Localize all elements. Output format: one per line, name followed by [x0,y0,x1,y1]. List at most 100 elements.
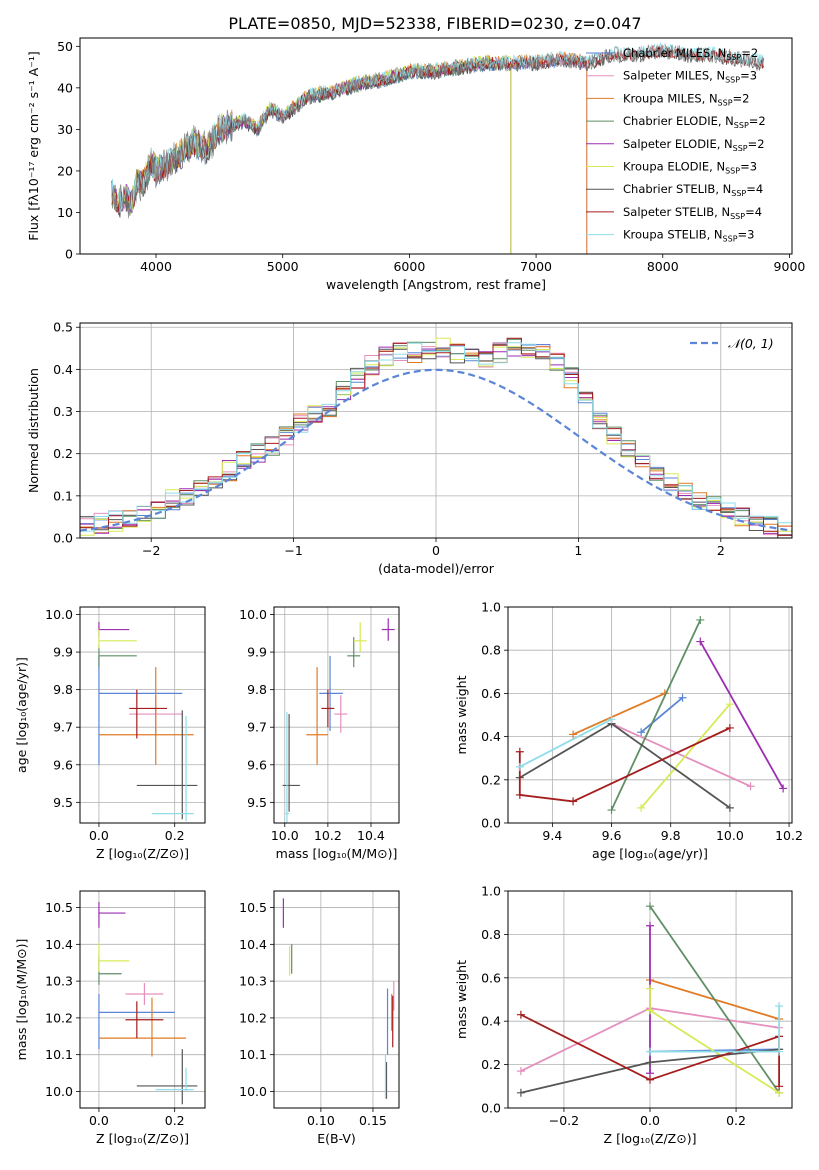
panel-residuals: −2 −1 0 1 2 0.0 0.1 0.2 0.3 0.4 0.5 (data-model)/er… [26,320,793,576]
legend-entry: Chabrier MILES, NSSP=2 [623,46,758,62]
error-point [381,618,395,641]
x-tick-label: 10.0 [716,828,744,843]
y-tick-label: 9.9 [53,645,73,660]
weight-marker [696,637,705,646]
x-tick-label: 9.4 [542,828,562,843]
y-tick-label: 0.6 [481,970,501,985]
error-point [347,637,361,668]
y-tick-label: 40 [57,80,73,95]
y-tick-label: 0.4 [481,1014,501,1029]
y-tick-label: 10.3 [45,974,73,989]
x-tick-label: 4000 [140,259,172,274]
histogram-step [80,342,792,532]
y-tick-label: 50 [57,39,73,54]
error-point [282,714,300,812]
weight-marker [678,693,687,702]
y-tick-label: 20 [57,163,73,178]
y-tick-label: 10.4 [45,937,73,952]
y-tick-label: 1.0 [481,600,501,615]
weight-marker [569,730,578,739]
y-tick-label: 0.6 [481,686,501,701]
x-tick-label: 0.0 [89,828,109,843]
axes-frame [79,606,206,824]
plot-area-mass-vs-Z [80,891,205,1108]
axes-frame [79,890,206,1109]
x-tick-label: 6000 [393,259,425,274]
weight-marker [515,790,524,799]
legend-entry: Kroupa STELIB, NSSP=3 [623,228,754,244]
x-axis-label: mass [log₁₀(M/M⊙)] [276,846,398,861]
y-tick-label: 0.3 [53,404,73,419]
error-point [98,902,126,928]
error-point [321,689,335,728]
y-tick-label: 10.2 [45,1010,73,1025]
weight-marker [607,806,616,815]
weight-marker [569,797,578,806]
y-tick-label: 9.5 [53,795,73,810]
x-axis-label: wavelength [Angstrom, rest frame] [326,277,546,292]
plots: 4000 5000 6000 7000 8000 900001020304050wavel… [14,37,805,1146]
y-tick-label: 0.8 [481,643,501,658]
y-tick-label: 9.5 [247,795,267,810]
weight-marker [775,1082,784,1091]
weight-line [640,697,684,733]
axes-frame [79,322,793,539]
axes-frame [273,606,400,824]
weight-marker [696,615,705,624]
weight-marker [516,1088,525,1097]
y-axis-label: age [log₁₀(age/yr)] [14,657,29,773]
axes-frame [273,890,400,1109]
weight-marker [646,1075,654,1084]
error-point [98,955,122,985]
spectrum-data-line [111,44,765,219]
weight-marker [646,1006,654,1015]
y-tick-label: 30 [57,122,73,137]
x-tick-label: 0.2 [165,828,185,843]
plot-area-age-vs-mass [274,607,399,823]
y-tick-label: 0.2 [53,446,73,461]
weight-marker [646,921,654,930]
spectrum-legend: Chabrier MILES, NSSP=2 Salpeter MILES, NS… [586,46,766,244]
plot-area-mass-weight-vs-Z [508,891,792,1108]
x-axis-label: Z [log₁₀(Z/Z⊙)] [604,1131,697,1146]
error-point [319,655,343,731]
weight-marker [515,747,524,756]
gaussian-curve [80,368,792,532]
x-tick-label: 9.6 [602,828,622,843]
plot-area-mass-weight-vs-age [508,607,792,823]
x-tick-label: 7000 [520,259,552,274]
y-tick-label: 9.8 [247,682,267,697]
panel-mass-weight-vs-age: 9.4 9.6 9.8 10.0 10.2 0.0 0.2 0.4 0.6 0.8 1.0 age [… [454,600,803,862]
weight-marker [637,803,646,812]
y-tick-label: 0.5 [53,320,73,335]
weight-line [649,905,780,1094]
spectrum-model-line [111,51,588,215]
x-tick-label: 0.0 [640,1113,660,1128]
weight-line [518,727,731,803]
error-point [98,667,194,765]
x-axis-label: (data-model)/error [378,561,495,576]
y-tick-label: 10 [57,205,73,220]
error-point [151,715,194,822]
x-tick-label: 0.2 [726,1113,746,1128]
x-tick-label: 0 [432,543,440,558]
y-tick-label: 9.9 [247,645,267,660]
panel-spectrum: 4000 5000 6000 7000 8000 9000 0 10 20 30 40 50 wavel… [26,37,805,292]
panel-mass-weight-vs-Z: −0.2 0.0 0.2 0.0 0.2 0.4 0.6 0.8 1.0 Z [log₁₀(Z/Z… [454,884,793,1146]
weight-marker [725,803,734,812]
x-tick-label: −2 [142,543,160,558]
spectrum-model-line [111,42,765,213]
y-tick-label: 10.0 [239,1084,267,1099]
weight-marker [775,1047,784,1056]
y-axis-label: mass [log₁₀(M/M⊙)] [14,939,29,1061]
weight-line [640,703,731,809]
x-tick-label: 1 [574,543,582,558]
legend-entry: 𝒩(0, 1) [728,336,774,351]
y-tick-label: 9.7 [53,720,73,735]
error-point [98,997,187,1057]
error-point [334,695,348,733]
y-tick-label: 10.5 [45,900,73,915]
error-point [284,712,290,823]
panel-age-vs-mass: 10.0 10.2 10.4 9.5 9.6 9.7 9.8 9.9 10.0 mass [log… [239,606,400,861]
